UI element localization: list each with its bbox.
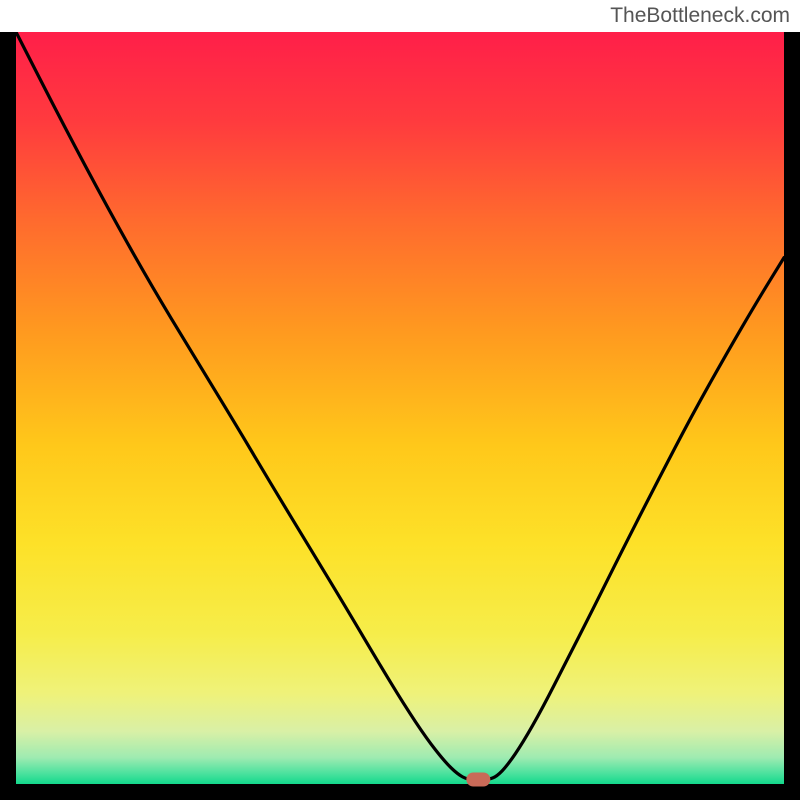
frame-bottom xyxy=(0,784,800,800)
gradient-background xyxy=(16,32,784,784)
attribution-text: TheBottleneck.com xyxy=(610,4,790,28)
bottleneck-chart xyxy=(0,32,800,800)
optimal-point-marker xyxy=(466,772,490,786)
chart-area xyxy=(0,32,800,800)
frame-right xyxy=(784,32,800,800)
frame-left xyxy=(0,32,16,800)
